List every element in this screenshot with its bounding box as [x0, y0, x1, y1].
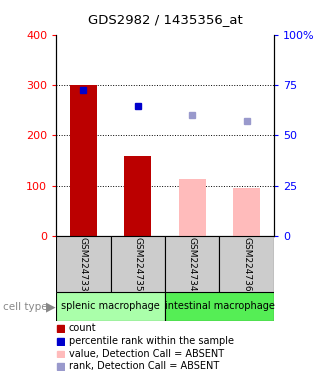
Text: rank, Detection Call = ABSENT: rank, Detection Call = ABSENT: [69, 361, 219, 371]
Bar: [56, 325, 64, 332]
Bar: [56, 292, 165, 321]
Text: intestinal macrophage: intestinal macrophage: [165, 301, 274, 311]
Text: percentile rank within the sample: percentile rank within the sample: [69, 336, 234, 346]
Bar: [70, 85, 97, 236]
Text: ▶: ▶: [46, 301, 56, 314]
Text: GSM224733: GSM224733: [79, 237, 88, 291]
Text: GDS2982 / 1435356_at: GDS2982 / 1435356_at: [88, 13, 242, 26]
Text: count: count: [69, 323, 96, 333]
Bar: [233, 188, 260, 236]
Bar: [56, 338, 64, 345]
Bar: [124, 156, 151, 236]
Text: value, Detection Call = ABSENT: value, Detection Call = ABSENT: [69, 349, 224, 359]
Bar: [165, 236, 219, 292]
Bar: [111, 236, 165, 292]
Bar: [219, 236, 274, 292]
Text: GSM224735: GSM224735: [133, 237, 142, 291]
Text: splenic macrophage: splenic macrophage: [61, 301, 160, 311]
Bar: [179, 179, 206, 236]
Bar: [56, 236, 111, 292]
Text: cell type: cell type: [3, 302, 48, 312]
Bar: [56, 351, 64, 358]
Text: GSM224734: GSM224734: [188, 237, 197, 291]
Bar: [56, 363, 64, 370]
Text: GSM224736: GSM224736: [242, 237, 251, 291]
Bar: [165, 292, 274, 321]
